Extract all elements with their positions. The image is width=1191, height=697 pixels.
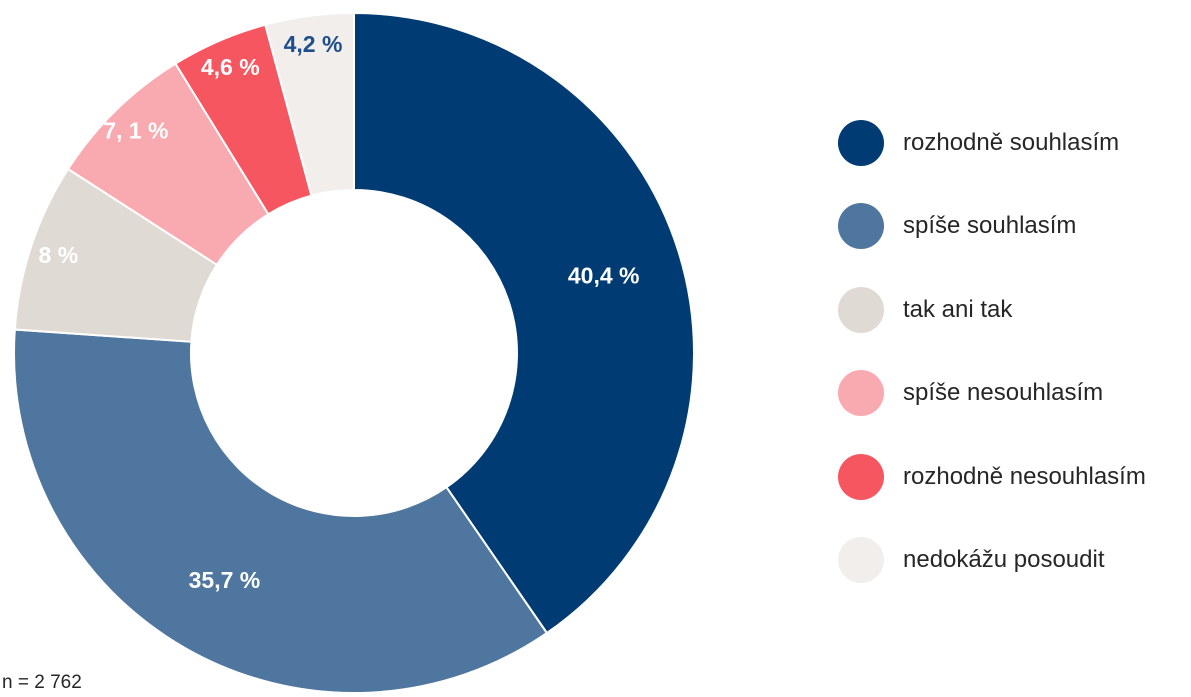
legend-swatch — [838, 453, 884, 500]
legend-label: nedokážu posoudit — [903, 545, 1105, 573]
legend-swatch — [838, 370, 884, 417]
slice-label: 7, 1 % — [103, 118, 168, 144]
legend-label: tak ani tak — [903, 295, 1013, 323]
donut-chart: 40,4 % 35,7 % 8 % 7, 1 % 4,6 % 4,2 % — [13, 11, 695, 694]
donut-slice — [353, 11, 695, 635]
slice-label: 4,6 % — [201, 54, 260, 80]
legend-swatch — [838, 536, 884, 583]
donut-slice — [13, 328, 549, 694]
legend-item-spise-souhlasim: spíše souhlasím — [838, 203, 1188, 250]
legend-label: spíše souhlasím — [903, 212, 1077, 240]
legend-swatch — [838, 203, 884, 250]
legend-swatch — [838, 120, 884, 166]
sample-size-note: n = 2 762 — [2, 672, 82, 693]
legend-item-tak-ani-tak: tak ani tak — [838, 286, 1188, 333]
legend-item-rozhodne-nesouhlasim: rozhodně nesouhlasím — [838, 453, 1188, 500]
slice-label: 8 % — [39, 242, 79, 268]
legend: rozhodně souhlasím spíše souhlasím tak a… — [838, 120, 1188, 620]
legend-item-nedokazu-posoudit: nedokážu posoudit — [838, 536, 1188, 583]
legend-item-rozhodne-souhlasim: rozhodně souhlasím — [838, 120, 1188, 166]
legend-item-spise-nesouhlasim: spíše nesouhlasím — [838, 370, 1188, 417]
legend-label: rozhodně nesouhlasím — [903, 462, 1146, 490]
slice-label: 4,2 % — [284, 31, 343, 57]
slice-label: 35,7 % — [189, 567, 261, 593]
slice-label: 40,4 % — [568, 262, 640, 288]
legend-swatch — [838, 286, 884, 333]
legend-label: rozhodně souhlasím — [903, 129, 1120, 156]
donut-slice — [264, 11, 355, 197]
legend-label: spíše nesouhlasím — [903, 379, 1104, 407]
